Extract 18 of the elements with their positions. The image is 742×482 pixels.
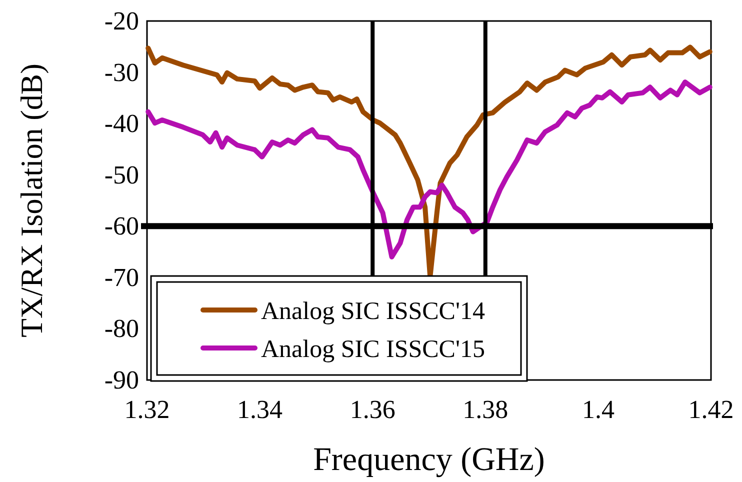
y-tick-label: -30 [104, 58, 139, 87]
y-tick-label: -40 [104, 109, 139, 138]
x-tick-label: 1.42 [688, 395, 734, 424]
x-tick-label: 1.4 [582, 395, 614, 424]
x-tick-label: 1.32 [124, 395, 170, 424]
y-tick-label: -20 [104, 6, 139, 36]
x-axis-title: Frequency (GHz) [313, 442, 545, 478]
y-tick-label: -80 [104, 314, 139, 344]
x-tick-label: 1.34 [237, 395, 283, 424]
x-tick-label: 1.38 [462, 395, 508, 424]
legend-label: Analog SIC ISSCC'14 [261, 298, 486, 325]
y-tick-label: -50 [104, 160, 139, 190]
y-tick-label: -70 [104, 262, 139, 292]
x-tick-label: 1.36 [350, 395, 396, 424]
legend-label: Analog SIC ISSCC'15 [261, 336, 485, 363]
y-tick-label: -90 [104, 366, 139, 394]
y-axis-title: TX/RX Isolation (dB) [14, 64, 49, 338]
y-tick-label: -60 [104, 212, 139, 241]
